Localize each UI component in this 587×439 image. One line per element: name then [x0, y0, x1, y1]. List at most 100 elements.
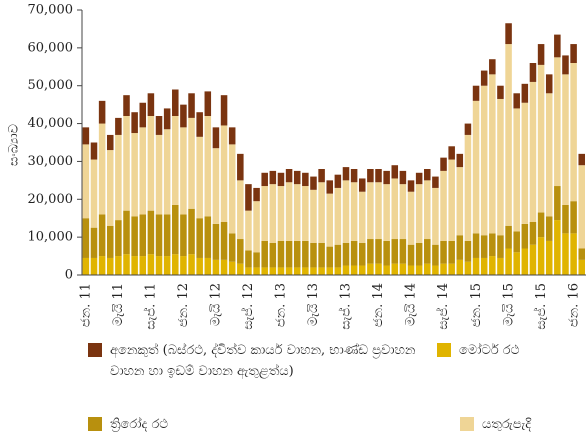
bar-segment	[106, 134, 114, 151]
bar-segment	[98, 100, 106, 124]
bar-segment	[261, 186, 268, 241]
bar-segment	[537, 44, 545, 65]
bar-segment	[212, 148, 220, 224]
bar-segment	[358, 242, 366, 266]
bar-segment	[472, 233, 480, 258]
x-tick-label: ජන. 16	[566, 283, 581, 327]
bar-segment	[82, 144, 90, 219]
bar-segment	[237, 153, 244, 181]
bar-segment	[318, 182, 325, 243]
bar-segment	[180, 104, 187, 128]
bar-segment	[147, 93, 155, 116]
bar-segment	[245, 267, 252, 275]
bar-segment	[480, 235, 488, 258]
legend-swatch	[88, 417, 102, 431]
bar-segment	[554, 34, 561, 58]
bar-segment	[358, 191, 366, 243]
bar-segment	[489, 74, 496, 234]
bar-segment	[277, 172, 285, 187]
bar-segment	[464, 240, 472, 262]
bar-segment	[163, 214, 171, 257]
bar-segment	[513, 93, 520, 109]
bar-segment	[399, 239, 407, 264]
bar-segment	[237, 239, 244, 264]
bar-segment	[440, 263, 447, 275]
y-tick-label: 50,000	[28, 78, 74, 93]
bar-segment	[375, 169, 382, 183]
bar-segment	[505, 248, 512, 275]
bar-segment	[326, 246, 333, 268]
bar-segment	[245, 210, 252, 251]
bar-segment	[529, 244, 537, 275]
bar-segment	[155, 214, 163, 257]
bar-segment	[90, 227, 98, 258]
x-tick-label: ජන. 12	[176, 283, 191, 327]
bar-segment	[480, 70, 488, 86]
bar-segment	[570, 201, 577, 234]
bar-segment	[188, 208, 195, 255]
bar-segment	[375, 239, 382, 264]
bar-segment	[188, 93, 195, 118]
bar-segment	[432, 265, 439, 275]
y-tick-label: 20,000	[28, 192, 74, 207]
bar-segment	[424, 239, 431, 264]
bar-segment	[497, 85, 504, 99]
bar-segment	[172, 254, 179, 275]
x-tick-label: සැප්. 12	[240, 283, 256, 330]
bar-segment	[578, 248, 585, 260]
bar-segment	[269, 267, 277, 275]
bar-segment	[415, 242, 423, 266]
bar-segment	[529, 63, 537, 82]
bar-segment	[489, 59, 496, 75]
bar-segment	[570, 63, 577, 202]
bar-segment	[163, 108, 171, 130]
bar-segment	[188, 117, 195, 209]
bar-segment	[440, 170, 447, 241]
bar-segment	[342, 167, 350, 181]
bar-segment	[131, 216, 138, 257]
bar-segment	[172, 204, 179, 255]
bar-segment	[302, 267, 309, 275]
bar-segment	[521, 223, 529, 249]
bar-segment	[472, 85, 480, 101]
bar-segment	[383, 265, 390, 275]
bar-segment	[228, 233, 236, 262]
bar-segment	[448, 146, 455, 160]
bar-segment	[545, 240, 553, 275]
bar-segment	[302, 186, 309, 241]
bar-segment	[123, 210, 130, 255]
x-tick-label: ජන. 14	[371, 283, 386, 327]
bar-segment	[293, 267, 301, 275]
bar-segment	[391, 165, 399, 179]
bar-segment	[163, 256, 171, 275]
bar-segment	[521, 248, 529, 275]
bar-segment	[212, 223, 220, 260]
bar-segment	[334, 267, 342, 275]
x-tick-label: මැයි 14	[404, 283, 419, 326]
bar-segment	[131, 256, 138, 275]
bar-segment	[448, 263, 455, 275]
bar-segment	[562, 204, 569, 234]
bar-segment	[358, 178, 366, 192]
bar-segment	[302, 172, 309, 187]
bar-segment	[155, 256, 163, 275]
bar-segment	[456, 235, 464, 260]
legend-swatch	[460, 417, 474, 431]
bar-segment	[367, 263, 374, 275]
bar-segment	[228, 127, 236, 145]
bar-segment	[432, 244, 439, 266]
bar-segment	[350, 169, 358, 183]
bar-segment	[261, 267, 268, 275]
bar-segment	[415, 172, 423, 185]
bar-segment	[139, 102, 147, 128]
bar-segment	[172, 116, 179, 205]
bar-segment	[220, 259, 228, 275]
bar-segment	[342, 180, 350, 243]
bar-segment	[342, 265, 350, 275]
bar-segment	[310, 189, 317, 243]
bar-segment	[375, 182, 382, 240]
bar-segment	[350, 265, 358, 275]
bar-segment	[196, 257, 203, 275]
x-tick-label: ජන. 11	[79, 283, 94, 327]
bar-segment	[456, 153, 464, 168]
